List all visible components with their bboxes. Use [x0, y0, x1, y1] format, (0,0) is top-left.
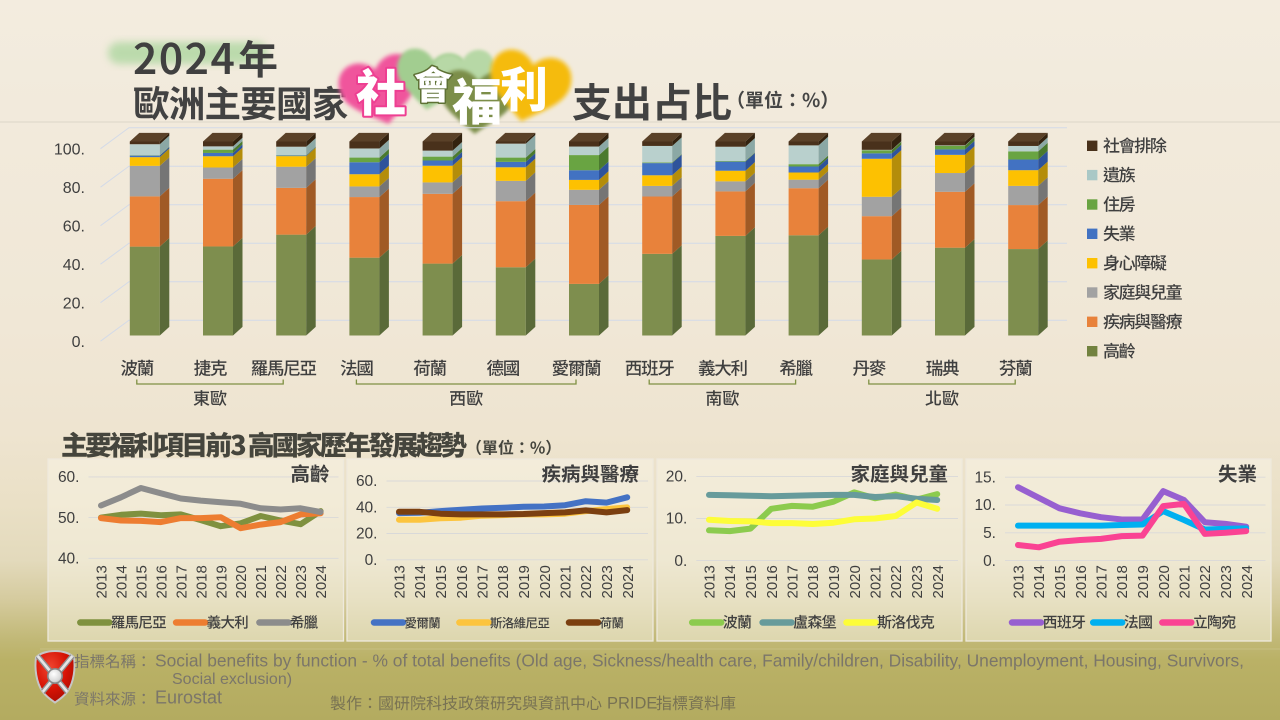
svg-text:50.: 50.: [58, 510, 80, 527]
svg-text:2016: 2016: [454, 565, 471, 598]
svg-text:60.: 60.: [356, 473, 378, 490]
svg-text:Social exclusion): Social exclusion): [172, 671, 292, 688]
svg-text:2017: 2017: [475, 565, 492, 598]
svg-text:2015: 2015: [743, 565, 760, 598]
svg-text:2019: 2019: [516, 565, 533, 598]
svg-text:10.: 10.: [666, 511, 688, 528]
svg-text:2019: 2019: [1135, 565, 1152, 598]
svg-text:2022: 2022: [888, 565, 905, 598]
svg-text:2014: 2014: [114, 565, 131, 598]
svg-text:2020: 2020: [1156, 565, 1173, 598]
svg-text:2013: 2013: [702, 565, 719, 598]
svg-text:20.: 20.: [63, 295, 85, 312]
svg-text:2024: 2024: [1239, 565, 1256, 598]
svg-text:2016: 2016: [764, 565, 781, 598]
svg-text:2022: 2022: [1197, 565, 1214, 598]
svg-text:2023: 2023: [599, 565, 616, 598]
svg-text:2024: 2024: [620, 565, 637, 598]
svg-text:2021: 2021: [253, 565, 270, 598]
svg-text:2013: 2013: [94, 565, 111, 598]
svg-text:2023: 2023: [1218, 565, 1235, 598]
svg-text:2019: 2019: [826, 565, 843, 598]
svg-text:40.: 40.: [356, 500, 378, 517]
svg-text:2021: 2021: [558, 565, 575, 598]
svg-text:100.: 100.: [54, 141, 85, 158]
svg-text:2022: 2022: [578, 565, 595, 598]
svg-text:2015: 2015: [433, 565, 450, 598]
svg-text:2018: 2018: [1114, 565, 1131, 598]
svg-text:80.: 80.: [63, 180, 85, 197]
svg-text:2014: 2014: [722, 565, 739, 598]
svg-text:2016: 2016: [1073, 565, 1090, 598]
svg-text:2015: 2015: [1052, 565, 1069, 598]
svg-text:2020: 2020: [847, 565, 864, 598]
svg-text:0.: 0.: [674, 553, 687, 570]
svg-text:2021: 2021: [868, 565, 885, 598]
svg-text:2014: 2014: [1031, 565, 1048, 598]
svg-text:2017: 2017: [785, 565, 802, 598]
svg-text:2021: 2021: [1177, 565, 1194, 598]
svg-text:2016: 2016: [153, 565, 170, 598]
svg-text:2013: 2013: [392, 565, 409, 598]
svg-text:20.: 20.: [356, 526, 378, 543]
svg-text:2023: 2023: [909, 565, 926, 598]
svg-text:2019: 2019: [213, 565, 230, 598]
svg-text:2022: 2022: [273, 565, 290, 598]
svg-text:5.: 5.: [983, 525, 996, 542]
svg-text:2024: 2024: [313, 565, 330, 598]
svg-text:2024: 2024: [930, 565, 947, 598]
svg-text:0.: 0.: [365, 552, 378, 569]
svg-text:2013: 2013: [1011, 565, 1028, 598]
svg-text:2020: 2020: [537, 565, 554, 598]
svg-text:15.: 15.: [974, 469, 996, 486]
svg-text:40.: 40.: [63, 257, 85, 274]
svg-text:2018: 2018: [193, 565, 210, 598]
svg-text:20.: 20.: [666, 469, 688, 486]
svg-text:2017: 2017: [173, 565, 190, 598]
svg-text:60.: 60.: [58, 469, 80, 486]
svg-text:PRIDE: PRIDE: [607, 695, 657, 713]
svg-text:40.: 40.: [58, 551, 80, 568]
svg-text:60.: 60.: [63, 218, 85, 235]
svg-text:2018: 2018: [805, 565, 822, 598]
svg-text:2020: 2020: [233, 565, 250, 598]
svg-text:0.: 0.: [983, 553, 996, 570]
svg-text:Eurostat: Eurostat: [155, 688, 222, 708]
svg-text:0.: 0.: [72, 334, 85, 351]
svg-text:2015: 2015: [133, 565, 150, 598]
svg-text:2018: 2018: [495, 565, 512, 598]
svg-text:Social benefits by function -: Social benefits by function - % of total…: [155, 651, 1244, 671]
svg-text:2017: 2017: [1094, 565, 1111, 598]
svg-text:2014: 2014: [412, 565, 429, 598]
svg-text:10.: 10.: [974, 497, 996, 514]
svg-text:2023: 2023: [293, 565, 310, 598]
